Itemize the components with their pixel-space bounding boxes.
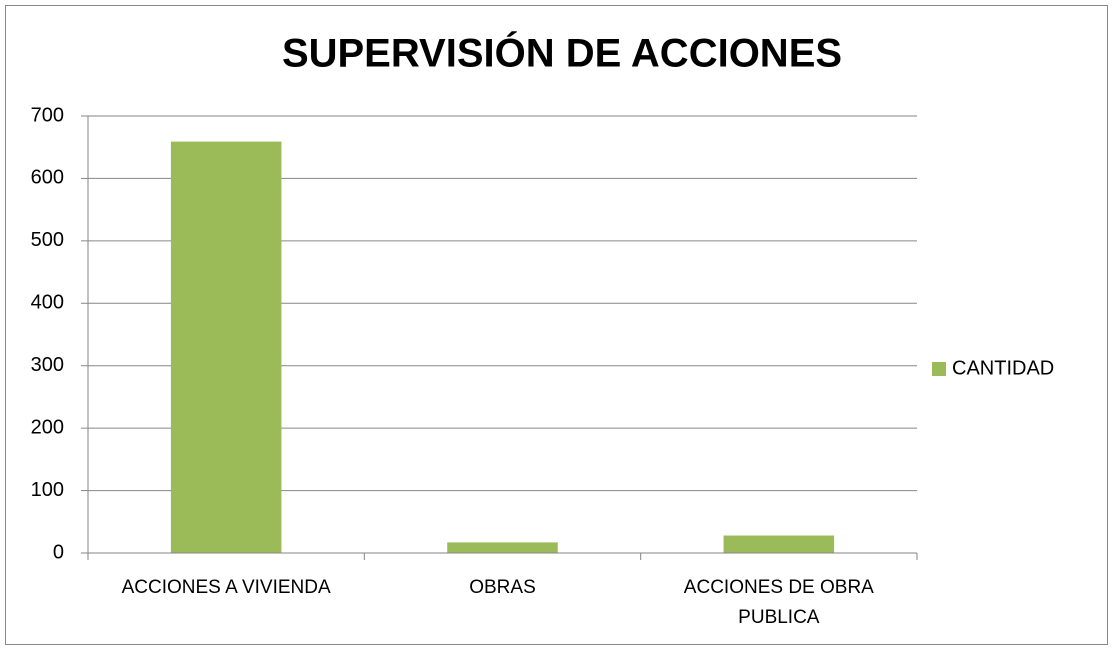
x-tick-label: ACCIONES DE OBRA PUBLICA [683, 577, 874, 628]
y-tick-label: 700 [31, 104, 64, 126]
bar [170, 141, 282, 554]
bar [447, 542, 558, 553]
y-tick-label: 300 [31, 354, 64, 376]
y-tick-label: 400 [31, 292, 64, 314]
bar [723, 535, 835, 553]
y-tick-label: 600 [31, 167, 64, 189]
legend-label: CANTIDAD [952, 357, 1054, 379]
x-tick-label: ACCIONES A VIVIENDA [121, 577, 331, 598]
x-tick-label: OBRAS [469, 577, 536, 598]
y-tick-label: 200 [31, 416, 64, 438]
y-tick-label: 0 [53, 541, 64, 563]
y-tick-label: 500 [31, 229, 64, 251]
y-tick-label: 100 [31, 479, 64, 501]
legend-swatch [932, 362, 946, 376]
chart-title: SUPERVISIÓN DE ACCIONES [282, 30, 842, 76]
